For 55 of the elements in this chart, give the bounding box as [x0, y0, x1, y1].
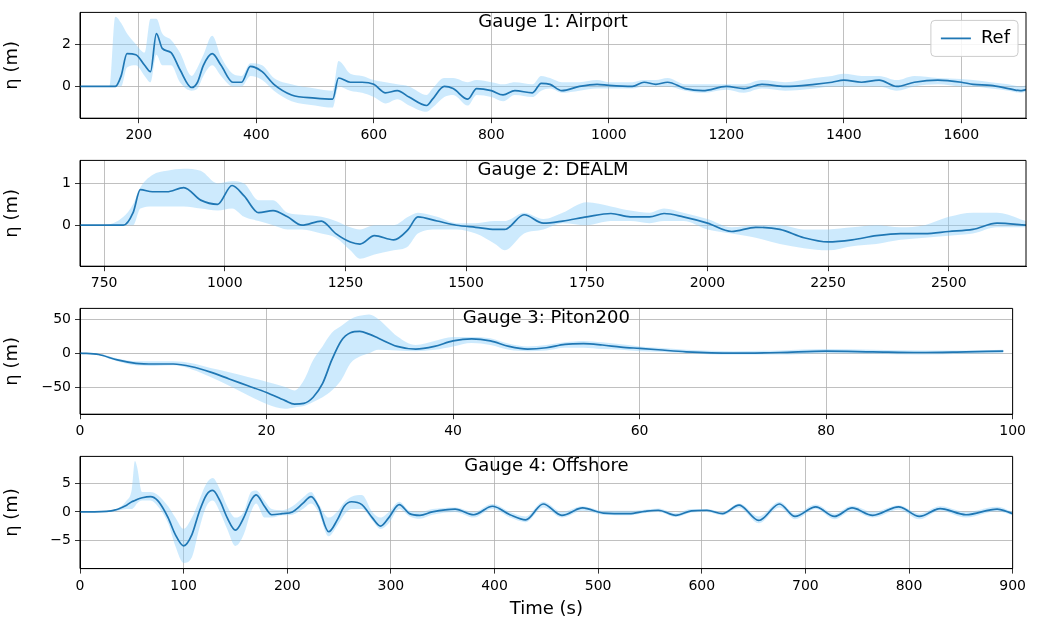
y-tick-label: 2 — [62, 34, 71, 51]
y-tick-label: 50 — [53, 309, 71, 326]
x-tick-label: 1500 — [448, 274, 484, 291]
x-tick-label: 400 — [242, 126, 270, 143]
y-tick-label: −50 — [41, 377, 71, 394]
x-axis-title: Time (s) — [508, 596, 583, 618]
chart-title: Gauge 4: Offshore — [464, 454, 629, 476]
x-tick-label: 80 — [817, 422, 836, 439]
y-axis-title: η (m) — [0, 188, 22, 238]
x-tick-label: 200 — [125, 126, 153, 143]
x-tick-label: 200 — [273, 576, 301, 593]
x-tick-label: 20 — [257, 422, 276, 439]
x-tick-label: 2500 — [930, 274, 967, 291]
x-tick-label: 700 — [792, 576, 819, 593]
chart-title: Gauge 3: Piton200 — [462, 306, 630, 328]
x-tick-label: 1750 — [568, 274, 605, 291]
x-tick-label: 800 — [895, 576, 923, 593]
y-tick-label: −5 — [50, 530, 71, 547]
chart-title: Gauge 1: Airport — [478, 10, 628, 32]
x-tick-label: 2000 — [689, 274, 726, 291]
x-tick-label: 40 — [444, 422, 462, 439]
y-axis-title: η (m) — [0, 40, 22, 90]
x-tick-label: 900 — [999, 576, 1027, 593]
y-tick-label: 0 — [62, 502, 71, 519]
y-tick-label: 0 — [62, 77, 71, 94]
x-tick-label: 750 — [90, 274, 118, 291]
chart-title: Gauge 2: DEALM — [477, 158, 629, 180]
x-tick-label: 2250 — [810, 274, 846, 291]
x-tick-label: 600 — [360, 126, 388, 143]
line-series — [80, 489, 1013, 547]
x-tick-label: 0 — [75, 422, 85, 439]
x-tick-label: 60 — [630, 422, 649, 439]
x-tick-label: 0 — [75, 576, 85, 593]
line-series — [80, 184, 1026, 245]
y-axis-title: η (m) — [0, 488, 22, 537]
y-tick-label: 1 — [62, 174, 71, 191]
x-tick-label: 1000 — [206, 274, 243, 291]
x-tick-label: 1250 — [327, 274, 364, 291]
y-tick-label: 0 — [62, 343, 71, 360]
y-axis-title: η (m) — [0, 336, 22, 386]
x-tick-label: 100 — [999, 422, 1027, 439]
x-tick-label: 500 — [584, 576, 612, 593]
x-tick-label: 100 — [170, 576, 197, 593]
line-series — [80, 330, 1005, 405]
x-tick-label: 1400 — [826, 126, 862, 143]
x-tick-label: 400 — [481, 576, 508, 593]
x-tick-label: 800 — [477, 126, 505, 143]
x-tick-label: 1600 — [943, 126, 980, 143]
x-tick-label: 300 — [377, 576, 405, 593]
y-tick-label: 5 — [62, 474, 71, 491]
x-tick-label: 1000 — [591, 126, 627, 143]
x-tick-label: 1200 — [708, 126, 745, 143]
y-tick-label: 0 — [62, 215, 71, 232]
legend-label: Ref — [980, 26, 1011, 48]
x-tick-label: 600 — [688, 576, 716, 593]
